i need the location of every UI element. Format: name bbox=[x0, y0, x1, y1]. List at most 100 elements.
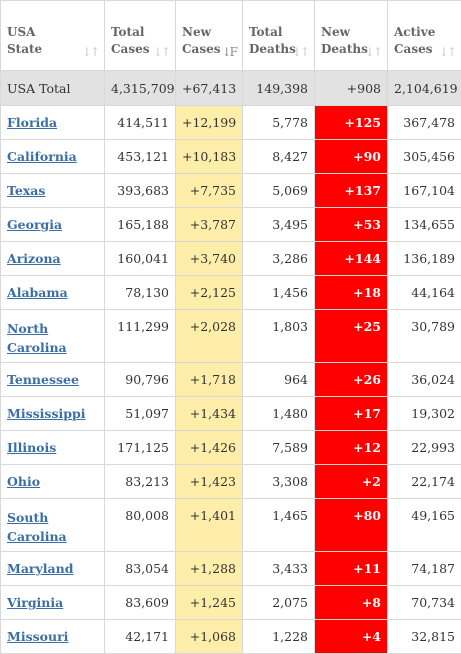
new-deaths-cell: +25 bbox=[314, 309, 388, 363]
header-total-cases-line1: Total bbox=[111, 25, 145, 39]
state-link[interactable]: Tennessee bbox=[7, 372, 79, 387]
table-row: Alabama 78,130 +2,125 1,456 +18 44,164 bbox=[0, 275, 461, 310]
header-total-deaths-line1: Total bbox=[249, 25, 283, 39]
new-deaths-cell: +12 bbox=[314, 430, 388, 465]
total-cases-cell: 453,121 bbox=[104, 139, 176, 174]
state-cell: California bbox=[0, 139, 105, 174]
active-cases-cell: 74,187 bbox=[387, 551, 461, 586]
new-cases-cell: +10,183 bbox=[175, 139, 243, 174]
table-row: Arizona 160,041 +3,740 3,286 +144 136,18… bbox=[0, 241, 461, 276]
header-new-cases-line1: New bbox=[182, 25, 211, 39]
state-link[interactable]: Arizona bbox=[7, 251, 61, 266]
header-total-cases[interactable]: Total Cases ↓↑ bbox=[104, 0, 176, 71]
sort-icon[interactable]: ↓↑ bbox=[364, 45, 383, 59]
active-cases-cell: 134,655 bbox=[387, 207, 461, 242]
header-state-line1: USA bbox=[7, 25, 36, 39]
state-link[interactable]: Illinois bbox=[7, 440, 57, 455]
state-link[interactable]: Ohio bbox=[7, 474, 41, 489]
new-cases-cell: +67,413 bbox=[175, 70, 243, 106]
table-row: Ohio 83,213 +1,423 3,308 +2 22,174 bbox=[0, 464, 461, 499]
active-cases-cell: 49,165 bbox=[387, 498, 461, 552]
total-cases-cell: 160,041 bbox=[104, 241, 176, 276]
header-new-cases[interactable]: New Cases ↓F bbox=[175, 0, 243, 71]
new-deaths-cell: +908 bbox=[314, 70, 388, 106]
total-deaths-cell: 5,778 bbox=[242, 105, 315, 140]
state-link[interactable]: Texas bbox=[7, 183, 46, 198]
new-deaths-cell: +137 bbox=[314, 173, 388, 208]
new-cases-cell: +1,423 bbox=[175, 464, 243, 499]
state-link[interactable]: Virginia bbox=[7, 595, 64, 610]
new-deaths-cell: +4 bbox=[314, 619, 388, 654]
table-row: Mississippi 51,097 +1,434 1,480 +17 19,3… bbox=[0, 396, 461, 431]
state-link[interactable]: South Carolina bbox=[7, 510, 67, 544]
state-cell: Florida bbox=[0, 105, 105, 140]
state-cell: North Carolina bbox=[0, 309, 105, 363]
new-deaths-cell: +17 bbox=[314, 396, 388, 431]
active-cases-cell: 36,024 bbox=[387, 362, 461, 397]
state-link[interactable]: Alabama bbox=[7, 285, 68, 300]
new-cases-cell: +3,740 bbox=[175, 241, 243, 276]
header-new-cases-line2: Cases bbox=[182, 42, 221, 56]
total-cases-cell: 83,054 bbox=[104, 551, 176, 586]
new-deaths-cell: +53 bbox=[314, 207, 388, 242]
state-link[interactable]: Georgia bbox=[7, 217, 63, 232]
new-deaths-cell: +18 bbox=[314, 275, 388, 310]
total-cases-cell: 393,683 bbox=[104, 173, 176, 208]
state-link[interactable]: North Carolina bbox=[7, 321, 67, 355]
active-cases-cell: 70,734 bbox=[387, 585, 461, 620]
total-cases-cell: 83,213 bbox=[104, 464, 176, 499]
new-deaths-cell: +11 bbox=[314, 551, 388, 586]
table-row: Georgia 165,188 +3,787 3,495 +53 134,655 bbox=[0, 207, 461, 242]
total-deaths-cell: 3,286 bbox=[242, 241, 315, 276]
header-total-deaths-line2: Deaths bbox=[249, 42, 296, 56]
table-row: Missouri 42,171 +1,068 1,228 +4 32,815 bbox=[0, 619, 461, 654]
header-active-cases-line2: Cases bbox=[394, 42, 433, 56]
header-state[interactable]: USA State ↓↑ bbox=[0, 0, 105, 71]
state-cell: Illinois bbox=[0, 430, 105, 465]
active-cases-cell: 22,993 bbox=[387, 430, 461, 465]
state-link[interactable]: Missouri bbox=[7, 629, 69, 644]
new-cases-cell: +1,434 bbox=[175, 396, 243, 431]
header-total-deaths[interactable]: Total Deaths ↓↑ bbox=[242, 0, 315, 71]
total-deaths-cell: 3,433 bbox=[242, 551, 315, 586]
new-cases-cell: +1,068 bbox=[175, 619, 243, 654]
total-deaths-cell: 1,465 bbox=[242, 498, 315, 552]
active-cases-cell: 44,164 bbox=[387, 275, 461, 310]
new-deaths-cell: +80 bbox=[314, 498, 388, 552]
total-cases-cell: 171,125 bbox=[104, 430, 176, 465]
state-link[interactable]: Mississippi bbox=[7, 406, 86, 421]
new-cases-cell: +1,245 bbox=[175, 585, 243, 620]
total-deaths-cell: 8,427 bbox=[242, 139, 315, 174]
table-row: Florida 414,511 +12,199 5,778 +125 367,4… bbox=[0, 105, 461, 140]
new-cases-cell: +2,028 bbox=[175, 309, 243, 363]
new-deaths-cell: +144 bbox=[314, 241, 388, 276]
header-active-cases[interactable]: Active Cases ↓↑ bbox=[387, 0, 461, 71]
sort-icon[interactable]: ↓↑ bbox=[152, 45, 171, 59]
state-cell: Virginia bbox=[0, 585, 105, 620]
total-deaths-cell: 3,308 bbox=[242, 464, 315, 499]
total-state-cell: USA Total bbox=[0, 70, 105, 106]
new-deaths-cell: +26 bbox=[314, 362, 388, 397]
table-row: Virginia 83,609 +1,245 2,075 +8 70,734 bbox=[0, 585, 461, 620]
state-link[interactable]: Florida bbox=[7, 115, 58, 130]
state-link[interactable]: California bbox=[7, 149, 77, 164]
sort-desc-icon[interactable]: ↓F bbox=[221, 45, 238, 59]
sort-icon[interactable]: ↓↑ bbox=[81, 45, 100, 59]
state-cell: Tennessee bbox=[0, 362, 105, 397]
new-cases-cell: +12,199 bbox=[175, 105, 243, 140]
state-cell: Georgia bbox=[0, 207, 105, 242]
total-deaths-cell: 2,075 bbox=[242, 585, 315, 620]
state-link[interactable]: Maryland bbox=[7, 561, 74, 576]
state-cell: Ohio bbox=[0, 464, 105, 499]
table-row: Illinois 171,125 +1,426 7,589 +12 22,993 bbox=[0, 430, 461, 465]
new-deaths-cell: +90 bbox=[314, 139, 388, 174]
sort-icon[interactable]: ↓↑ bbox=[438, 45, 457, 59]
active-cases-cell: 32,815 bbox=[387, 619, 461, 654]
state-cell: Missouri bbox=[0, 619, 105, 654]
header-row: USA State ↓↑ Total Cases ↓↑ New Cases ↓F Total… bbox=[0, 0, 461, 71]
new-cases-cell: +1,401 bbox=[175, 498, 243, 552]
total-cases-cell: 78,130 bbox=[104, 275, 176, 310]
sort-icon[interactable]: ↓↑ bbox=[291, 45, 310, 59]
header-new-deaths[interactable]: New Deaths ↓↑ bbox=[314, 0, 388, 71]
